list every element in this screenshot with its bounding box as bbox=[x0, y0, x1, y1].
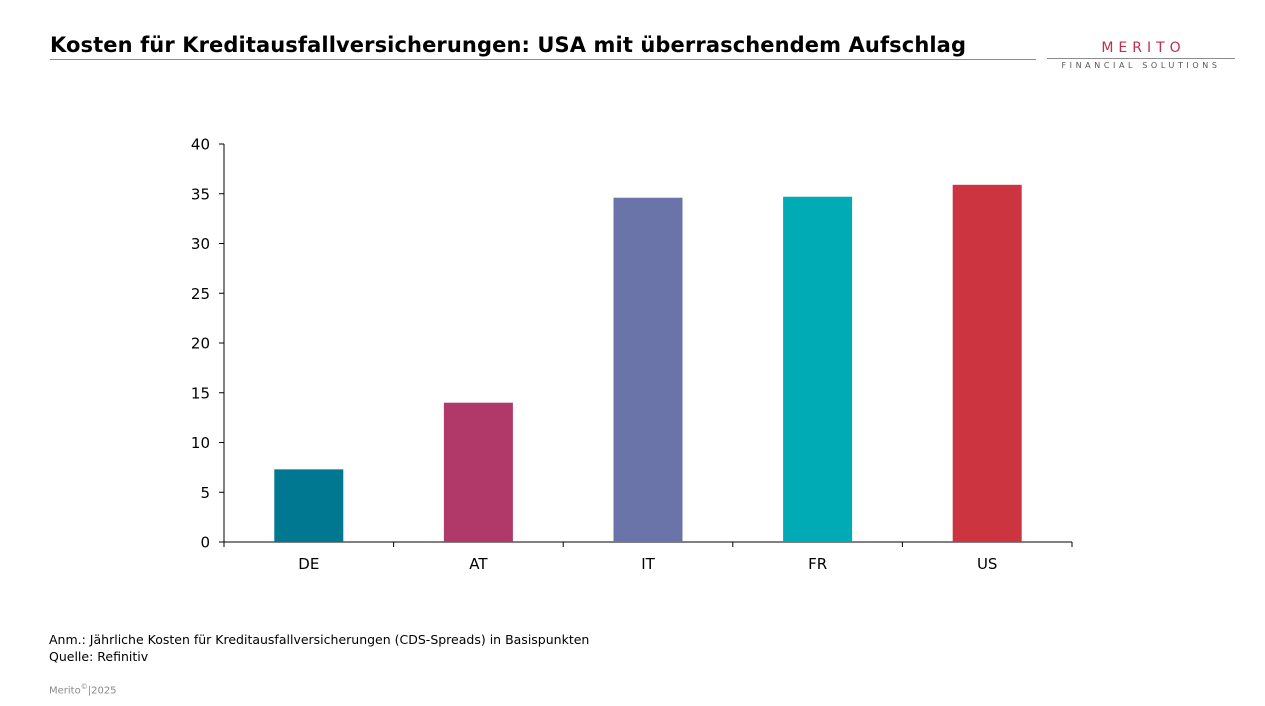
title-divider bbox=[50, 59, 1036, 60]
x-tick-label: AT bbox=[469, 555, 488, 573]
y-tick-label: 35 bbox=[191, 185, 210, 203]
y-tick-label: 5 bbox=[200, 484, 210, 502]
x-tick-label: DE bbox=[298, 555, 319, 573]
y-tick-label: 0 bbox=[200, 534, 210, 552]
chart-note: Anm.: Jährliche Kosten für Kreditausfall… bbox=[49, 632, 590, 647]
page-title: Kosten für Kreditausfallversicherungen: … bbox=[50, 33, 967, 57]
bar-us bbox=[952, 184, 1022, 543]
bar-fr bbox=[783, 196, 853, 543]
copyright-symbol: © bbox=[80, 683, 88, 691]
y-tick-label: 15 bbox=[191, 384, 210, 402]
y-axis: 0 5 10 15 20 25 30 35 40 bbox=[191, 136, 225, 552]
copyright: Merito©|2025 bbox=[49, 683, 117, 696]
y-tick-label: 20 bbox=[191, 335, 210, 353]
y-tick-label: 30 bbox=[191, 235, 210, 253]
x-axis: DE AT IT FR US bbox=[223, 541, 1073, 573]
bar-de bbox=[274, 469, 344, 542]
logo-name: MERITO bbox=[1101, 40, 1186, 56]
bar-series bbox=[274, 184, 1022, 543]
y-tick-label: 25 bbox=[191, 285, 210, 303]
bar-at bbox=[443, 402, 513, 542]
x-tick-label: IT bbox=[641, 555, 655, 573]
bar-it bbox=[613, 197, 683, 543]
logo-divider bbox=[1047, 58, 1235, 59]
logo-subtitle: FINANCIAL SOLUTIONS bbox=[1061, 61, 1221, 70]
merito-logo: MERITO FINANCIAL SOLUTIONS bbox=[1047, 40, 1235, 70]
chart-source: Quelle: Refinitiv bbox=[49, 649, 149, 664]
x-tick-label: US bbox=[977, 555, 998, 573]
y-tick-label: 10 bbox=[191, 434, 210, 452]
y-tick-label: 40 bbox=[191, 136, 210, 154]
copyright-year: |2025 bbox=[87, 685, 117, 697]
copyright-name: Merito bbox=[49, 685, 81, 697]
x-tick-label: FR bbox=[808, 555, 827, 573]
